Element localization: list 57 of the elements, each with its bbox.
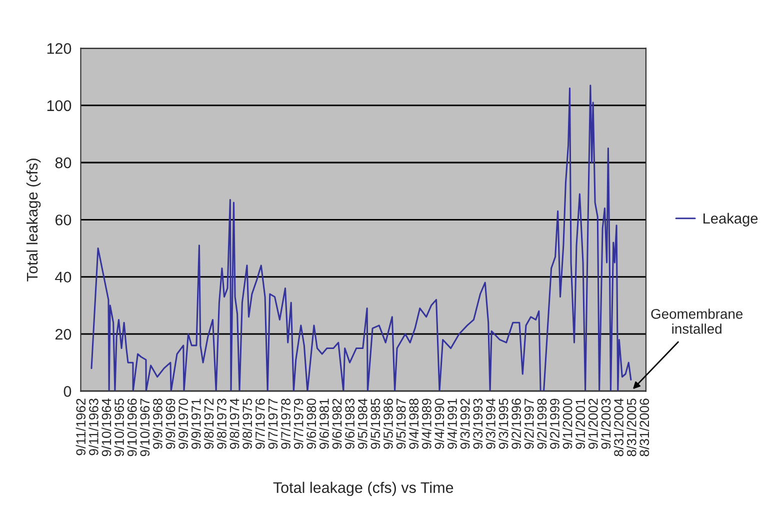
x-tick-label: 9/10/1966 <box>127 398 137 456</box>
x-tick-label: 9/6/1983 <box>344 398 355 449</box>
x-tick-label: 9/10/1965 <box>114 398 124 456</box>
x-tick-label: 8/31/2006 <box>639 398 650 456</box>
x-tick-label: 9/5/1986 <box>383 398 393 449</box>
x-tick-label: 9/2/1998 <box>536 398 547 449</box>
x-tick-label: 9/8/1972 <box>204 398 214 449</box>
x-tick-label: 9/9/1971 <box>191 398 201 449</box>
x-tick-label: 9/3/1994 <box>486 398 496 449</box>
x-tick-label: 9/8/1974 <box>230 398 240 449</box>
x-tick-label: 9/9/1969 <box>166 398 176 449</box>
x-tick-label: 9/7/1978 <box>280 398 290 449</box>
text: Geomembrane installed <box>651 308 743 334</box>
x-tick-label: 9/2/1997 <box>524 398 534 449</box>
x-tick-label: 9/5/1987 <box>396 398 406 449</box>
x-tick-label: 9/1/2002 <box>588 398 598 449</box>
x-tick-label: 9/7/1977 <box>268 398 278 449</box>
x-tick-label: 9/6/1981 <box>319 398 329 449</box>
x-tick-label: 9/4/1991 <box>447 398 457 449</box>
x-tick-label: 9/6/1982 <box>332 398 342 449</box>
x-tick-label: 9/3/1992 <box>460 398 470 449</box>
x-tick-label: 9/5/1985 <box>370 398 380 449</box>
x-tick-label: 8/31/2004 <box>614 398 624 456</box>
x-tick-label: 9/6/1980 <box>306 398 316 449</box>
x-tick-label: 9/4/1989 <box>422 398 432 449</box>
x-tick-label: 9/11/1963 <box>88 398 98 456</box>
x-tick-label: 9/5/1984 <box>358 398 368 449</box>
x-tick-label: 9/2/1999 <box>550 398 560 449</box>
x-tick-label: 9/10/1964 <box>101 398 112 456</box>
y-tick-label: 80 <box>55 157 72 168</box>
x-tick-label: 9/2/1996 <box>511 398 522 449</box>
x-tick-label: 8/31/2005 <box>626 398 636 456</box>
x-tick-label: 9/3/1995 <box>498 398 508 449</box>
x-tick-label: 9/9/1968 <box>152 398 162 449</box>
y-tick-label: 40 <box>55 272 72 283</box>
x-tick-label: 9/4/1990 <box>434 398 444 449</box>
x-tick-label: 9/7/1976 <box>255 398 265 449</box>
y-tick-label: 100 <box>47 100 72 112</box>
x-tick-label: 9/10/1967 <box>140 398 150 456</box>
legend-label: Leakage <box>703 212 758 227</box>
x-tick-label: 9/1/2001 <box>575 398 586 449</box>
x-tick-label: 9/9/1970 <box>178 398 188 449</box>
x-tick-label: 9/3/1993 <box>472 398 483 449</box>
x-tick-label: 9/1/2003 <box>600 398 611 449</box>
y-tick-label: 20 <box>55 328 72 340</box>
y-tick-label: 120 <box>47 43 72 54</box>
y-tick-label: 60 <box>56 214 72 226</box>
x-tick-label: 9/8/1973 <box>216 398 226 449</box>
x-tick-label: 9/8/1975 <box>242 398 252 449</box>
x-axis-title: Total leakage (cfs) vs Time <box>273 482 454 496</box>
x-tick-label: 9/1/2000 <box>562 398 572 449</box>
line-series <box>90 84 632 392</box>
y-tick-label: 0 <box>64 386 72 397</box>
x-tick-label: 9/4/1988 <box>408 398 419 449</box>
y-axis-title: Total leakage (cfs) <box>26 158 41 282</box>
x-tick-label: 9/11/1962 <box>76 398 86 456</box>
x-tick-label: 9/7/1979 <box>294 398 304 449</box>
